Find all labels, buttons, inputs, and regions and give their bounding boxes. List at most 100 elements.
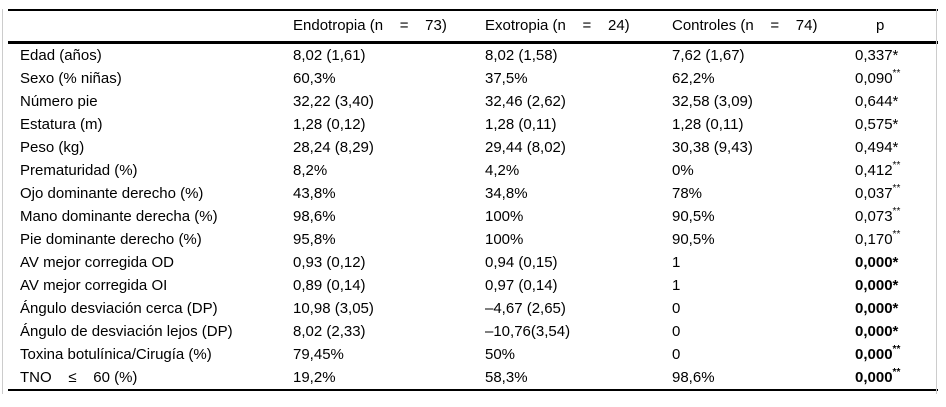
cell-p-value: 0,000* bbox=[846, 320, 938, 343]
p-value: 0,644* bbox=[855, 92, 899, 110]
cell-p-value: 0,337* bbox=[846, 42, 938, 67]
cell-exotropia: 0,94 (0,15) bbox=[485, 253, 558, 271]
cell-controles: 0 bbox=[672, 299, 681, 317]
cell-endotropia: 8,02 (2,33) bbox=[293, 322, 366, 340]
cell-endotropia: 10,98 (3,05) bbox=[293, 299, 374, 317]
p-value: 0,000* bbox=[855, 253, 899, 271]
cell-p-value: 0,000** bbox=[846, 366, 938, 390]
row-label: Mano dominante derecha (%) bbox=[20, 207, 218, 225]
table-header: Endotropia (n = 73) Exotropia (n = 24) C… bbox=[8, 10, 938, 42]
page-edge-right-line bbox=[936, 9, 937, 394]
cell-controles: 0 bbox=[672, 322, 681, 340]
cell-endotropia: 1,28 (0,12) bbox=[293, 115, 366, 133]
column-header-exotropia: Exotropia (n = 24) bbox=[485, 17, 630, 35]
table-row: Sexo (% niñas) 60,3% 37,5% 62,2% 0,090** bbox=[8, 67, 938, 90]
table-row: Edad (años) 8,02 (1,61) 8,02 (1,58) 7,62… bbox=[8, 42, 938, 67]
row-label: Prematuridad (%) bbox=[20, 161, 138, 179]
cell-exotropia: 29,44 (8,02) bbox=[485, 138, 566, 156]
cell-p-value: 0,037** bbox=[846, 182, 938, 205]
cell-p-value: 0,575* bbox=[846, 113, 938, 136]
p-value: 0,575* bbox=[855, 115, 899, 133]
cell-endotropia: 98,6% bbox=[293, 207, 336, 225]
cell-controles: 78% bbox=[672, 184, 703, 202]
cell-exotropia: 32,46 (2,62) bbox=[485, 92, 566, 110]
p-significance-marker: ** bbox=[892, 182, 901, 194]
column-header-p: p bbox=[876, 17, 885, 35]
cell-endotropia: 8,02 (1,61) bbox=[293, 46, 366, 64]
cell-endotropia: 0,89 (0,14) bbox=[293, 276, 366, 294]
table-row: Estatura (m) 1,28 (0,12) 1,28 (0,11) 1,2… bbox=[8, 113, 938, 136]
cell-controles: 90,5% bbox=[672, 230, 715, 248]
column-header-controles: Controles (n = 74) bbox=[672, 17, 818, 35]
table-row: Ojo dominante derecho (%) 43,8% 34,8% 78… bbox=[8, 182, 938, 205]
cell-exotropia: 1,28 (0,11) bbox=[485, 115, 557, 133]
cell-controles: 90,5% bbox=[672, 207, 715, 225]
clinical-characteristics-table: Endotropia (n = 73) Exotropia (n = 24) C… bbox=[8, 9, 938, 391]
p-significance-marker: ** bbox=[892, 159, 901, 171]
cell-controles: 0% bbox=[672, 161, 694, 179]
cell-endotropia: 60,3% bbox=[293, 69, 336, 87]
p-value: 0,000** bbox=[855, 343, 901, 363]
cell-endotropia: 95,8% bbox=[293, 230, 336, 248]
p-value: 0,073** bbox=[855, 205, 901, 225]
cell-controles: 98,6% bbox=[672, 368, 715, 386]
page-edge-left-line bbox=[2, 9, 3, 394]
column-header-endotropia: Endotropia (n = 73) bbox=[293, 17, 447, 35]
p-significance-marker: ** bbox=[892, 343, 901, 355]
cell-p-value: 0,170** bbox=[846, 228, 938, 251]
table-row: AV mejor corregida OI 0,89 (0,14) 0,97 (… bbox=[8, 274, 938, 297]
p-value: 0,090** bbox=[855, 67, 901, 87]
table-row: AV mejor corregida OD 0,93 (0,12) 0,94 (… bbox=[8, 251, 938, 274]
row-label: Ángulo de desviación lejos (DP) bbox=[20, 322, 233, 340]
cell-exotropia: 50% bbox=[485, 345, 516, 363]
row-label: Número pie bbox=[20, 92, 98, 110]
row-label: Edad (años) bbox=[20, 46, 102, 64]
row-label: TNO ≤ 60 (%) bbox=[20, 368, 138, 386]
table-body: Edad (años) 8,02 (1,61) 8,02 (1,58) 7,62… bbox=[8, 42, 938, 390]
p-value: 0,000* bbox=[855, 299, 899, 317]
cell-exotropia: –10,76(3,54) bbox=[485, 322, 571, 340]
cell-endotropia: 79,45% bbox=[293, 345, 344, 363]
table-row: Toxina botulínica/Cirugía (%) 79,45% 50%… bbox=[8, 343, 938, 366]
row-label: Ángulo desviación cerca (DP) bbox=[20, 299, 218, 317]
cell-controles: 30,38 (9,43) bbox=[672, 138, 753, 156]
cell-endotropia: 32,22 (3,40) bbox=[293, 92, 374, 110]
cell-exotropia: 4,2% bbox=[485, 161, 520, 179]
row-label: Ojo dominante derecho (%) bbox=[20, 184, 204, 202]
row-label: Toxina botulínica/Cirugía (%) bbox=[20, 345, 212, 363]
cell-exotropia: 58,3% bbox=[485, 368, 528, 386]
row-label: AV mejor corregida OI bbox=[20, 276, 168, 294]
cell-p-value: 0,000* bbox=[846, 274, 938, 297]
row-label: AV mejor corregida OD bbox=[20, 253, 174, 271]
cell-controles: 1 bbox=[672, 253, 681, 271]
row-label: Sexo (% niñas) bbox=[20, 69, 122, 87]
cell-exotropia: 100% bbox=[485, 230, 524, 248]
p-significance-marker: ** bbox=[892, 67, 901, 79]
table-row: Ángulo desviación cerca (DP) 10,98 (3,05… bbox=[8, 297, 938, 320]
p-value: 0,000** bbox=[855, 366, 901, 386]
cell-p-value: 0,090** bbox=[846, 67, 938, 90]
cell-endotropia: 8,2% bbox=[293, 161, 328, 179]
cell-exotropia: 34,8% bbox=[485, 184, 528, 202]
table-row: Mano dominante derecha (%) 98,6% 100% 90… bbox=[8, 205, 938, 228]
header-row: Endotropia (n = 73) Exotropia (n = 24) C… bbox=[8, 10, 938, 42]
p-value: 0,000* bbox=[855, 276, 899, 294]
cell-p-value: 0,644* bbox=[846, 90, 938, 113]
row-label: Estatura (m) bbox=[20, 115, 103, 133]
cell-exotropia: –4,67 (2,65) bbox=[485, 299, 566, 317]
table-row: TNO ≤ 60 (%) 19,2% 58,3% 98,6% 0,000** bbox=[8, 366, 938, 390]
cell-exotropia: 100% bbox=[485, 207, 524, 225]
cell-exotropia: 0,97 (0,14) bbox=[485, 276, 558, 294]
row-label: Pie dominante derecho (%) bbox=[20, 230, 202, 248]
table-row: Número pie 32,22 (3,40) 32,46 (2,62) 32,… bbox=[8, 90, 938, 113]
table-row: Pie dominante derecho (%) 95,8% 100% 90,… bbox=[8, 228, 938, 251]
column-header-empty bbox=[8, 10, 293, 42]
p-value: 0,000* bbox=[855, 322, 899, 340]
p-significance-marker: ** bbox=[892, 205, 901, 217]
cell-exotropia: 8,02 (1,58) bbox=[485, 46, 558, 64]
table-row: Peso (kg) 28,24 (8,29) 29,44 (8,02) 30,3… bbox=[8, 136, 938, 159]
p-significance-marker: ** bbox=[892, 366, 901, 378]
cell-p-value: 0,494* bbox=[846, 136, 938, 159]
cell-controles: 0 bbox=[672, 345, 681, 363]
